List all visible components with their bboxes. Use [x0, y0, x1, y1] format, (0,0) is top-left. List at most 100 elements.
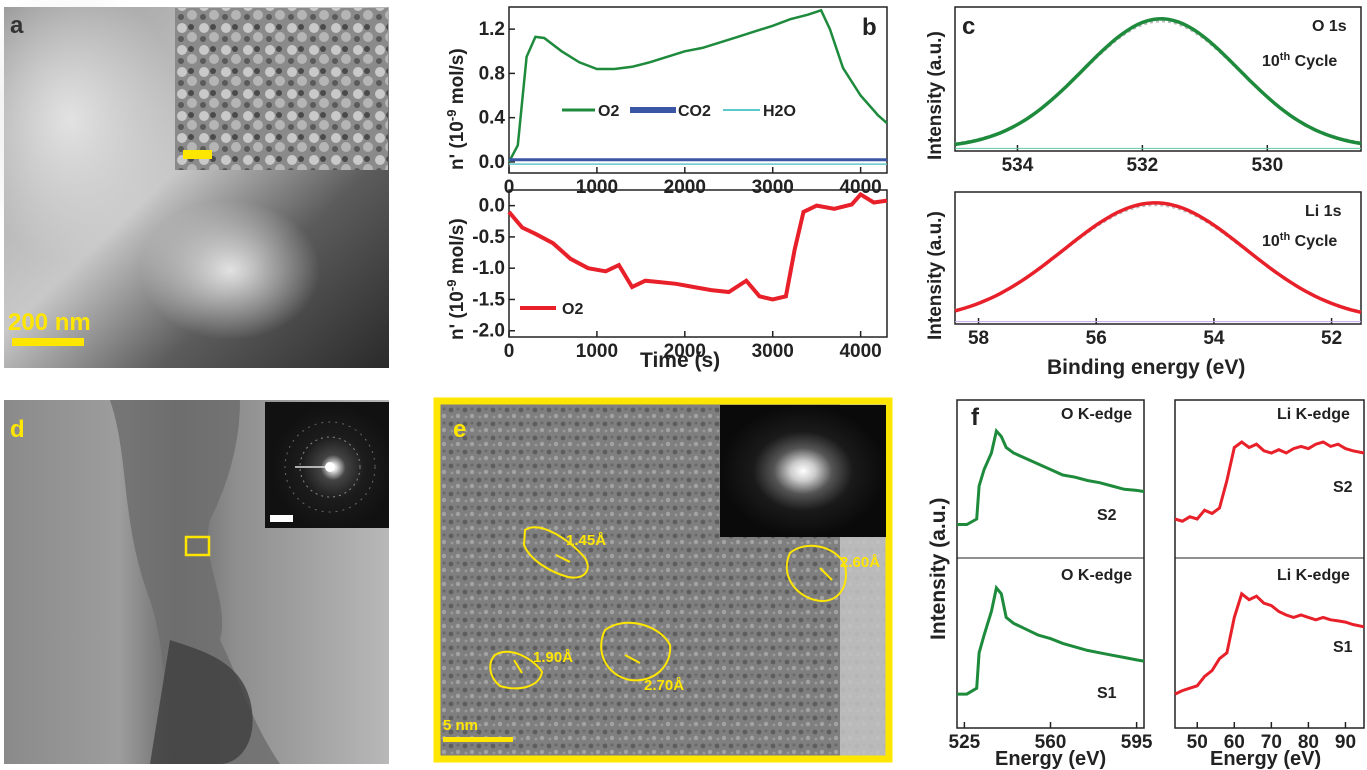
legend-label-o2-bottom: O2 — [562, 301, 583, 318]
legend-label-h2o: H2O — [763, 103, 796, 120]
b-top-ytick-label: 1.2 — [479, 19, 505, 40]
b-top-ytick-label: 0.4 — [479, 108, 506, 129]
panel-f: 525 560 595 50 60 70 80 90 f O K-edge O K-edge… — [927, 399, 1365, 770]
o-edge-label-bottom: O K-edge — [1061, 567, 1132, 584]
sem-inset — [175, 8, 388, 170]
li-edge-label-top: Li K-edge — [1277, 406, 1350, 423]
c-top-label: O 1s — [1312, 18, 1347, 35]
b-top-xtick-label: 1000 — [576, 177, 618, 198]
c-bottom-xtick-label: 52 — [1321, 328, 1342, 349]
plot-b-bottom: 0 1000 2000 3000 4000 0.0 -0.5 -1.0 -1.5 -2.0 — [472, 191, 888, 362]
legend-label-o2: O2 — [598, 103, 619, 120]
c-top-fit-line — [954, 17, 1362, 147]
ylabel-c-bottom: Intensity (a.u.) — [925, 211, 946, 340]
d-spacing-1: 1.45Å — [566, 532, 606, 549]
sem-bright-cluster — [140, 200, 320, 340]
ylabel-b-bottom: n' (10-9 mol/s) — [444, 218, 469, 340]
b-bottom-xtick-label: 3000 — [752, 341, 794, 362]
c-top-cycle: 10th Cycle — [1262, 51, 1337, 70]
ylabel-f: Intensity (a.u.) — [927, 498, 950, 640]
c-bottom-xtick-label: 56 — [1086, 328, 1107, 349]
f-O-xtick-label: 595 — [1121, 732, 1153, 753]
f-Li-xtick-label: 60 — [1224, 732, 1245, 753]
f-O-xtick-label: 525 — [949, 732, 981, 753]
o-edge-label-top: O K-edge — [1061, 406, 1132, 423]
xlabel-f-O: Energy (eV) — [995, 748, 1106, 770]
c-top-xtick-label: 532 — [1127, 155, 1159, 176]
lattice-domain-1: 1.45Å — [522, 526, 606, 579]
tem-particle-edge — [110, 400, 280, 764]
scale-bar-e — [443, 737, 513, 742]
panel-letter-d: d — [10, 416, 25, 443]
c-top-raw-data — [954, 20, 1362, 145]
b-bottom-ytick-label: -1.5 — [472, 289, 505, 310]
b-top-ytick-label: 0.0 — [479, 152, 505, 173]
panel-d: d — [4, 400, 389, 764]
c-top-xtick-label: 530 — [1251, 155, 1283, 176]
f-Li-s1-label: S1 — [1333, 639, 1353, 656]
plot-c-top: 534 532 530 — [954, 17, 1362, 176]
saed-scale-bar — [270, 515, 293, 522]
li-edge-label-bottom: Li K-edge — [1277, 567, 1350, 584]
f-Li-s1-line — [1174, 591, 1365, 696]
panel-letter-c: c — [962, 13, 975, 40]
plot-frame-f-Li — [1174, 399, 1365, 729]
plot-f-Li: 50 60 70 80 90 — [1174, 440, 1365, 753]
plot-frame-f-O — [956, 399, 1145, 729]
legend-b-bottom: O2 — [520, 301, 583, 318]
lattice-domain-3: 2.70Å — [600, 621, 684, 694]
plot-frame-b-bottom — [508, 189, 888, 338]
xlabel-b: Time (s) — [640, 349, 720, 372]
b-bottom-xtick-label: 1000 — [576, 341, 618, 362]
plot-b-top: 0 1000 2000 3000 4000 0.0 0.4 0.8 1.2 — [479, 8, 888, 198]
b-top-ytick-label: 0.8 — [479, 63, 505, 84]
plot-f-O: 525 560 595 — [949, 427, 1153, 753]
series-o2-consumption-line — [507, 191, 888, 302]
c-top-xtick-label: 534 — [1002, 155, 1034, 176]
inset-scale-bar — [183, 150, 212, 159]
b-bottom-ytick-label: -2.0 — [472, 321, 505, 342]
legend-b-top: O2 CO2 H2O — [562, 103, 796, 120]
saed-ring-1 — [299, 436, 361, 498]
b-bottom-ytick-label: -0.5 — [472, 227, 505, 248]
c-bottom-fit-line — [954, 201, 1362, 315]
f-O-s1-label: S1 — [1097, 685, 1117, 702]
panel-letter-e: e — [453, 416, 466, 443]
f-Li-xtick-label: 80 — [1298, 732, 1319, 753]
plot-frame-c-top — [954, 6, 1362, 152]
saed-center-spot — [325, 462, 335, 472]
ylabel-c-top: Intensity (a.u.) — [925, 31, 946, 160]
series-o2-line — [507, 8, 888, 163]
scale-bar-a — [12, 338, 84, 346]
f-O-s2-line — [957, 427, 1145, 526]
panel-letter-a: a — [10, 12, 24, 39]
b-top-xtick-label: 0 — [504, 177, 515, 198]
panel-letter-f: f — [971, 404, 980, 431]
legend-label-co2: CO2 — [678, 103, 711, 120]
d-spacing-2: 1.90Å — [533, 649, 573, 666]
d-spacing-3: 2.70Å — [644, 677, 684, 694]
xlabel-c: Binding energy (eV) — [1047, 356, 1245, 379]
b-bottom-xtick-label: 0 — [504, 341, 515, 362]
lattice-domain-2: 1.90Å — [489, 649, 573, 690]
f-Li-xtick-label: 70 — [1261, 732, 1282, 753]
f-Li-s2-label: S2 — [1333, 479, 1353, 496]
b-bottom-ytick-label: -1.0 — [472, 258, 505, 279]
c-bottom-xtick-label: 58 — [968, 328, 989, 349]
c-bottom-label: Li 1s — [1305, 203, 1342, 220]
f-O-s2-label: S2 — [1097, 507, 1117, 524]
c-bottom-xtick-label: 54 — [1203, 328, 1225, 349]
panel-a: a 200 nm — [0, 0, 389, 368]
b-top-xtick-label: 2000 — [664, 177, 706, 198]
scale-bar-label-a: 200 nm — [8, 309, 91, 336]
fft-inset — [720, 405, 886, 537]
b-top-xtick-label: 3000 — [752, 177, 794, 198]
plot-frame-c-bottom — [954, 191, 1362, 325]
plot-c-bottom: 58 56 54 52 — [954, 201, 1362, 349]
xlabel-f-Li: Energy (eV) — [1210, 748, 1321, 770]
c-bottom-cycle: 10th Cycle — [1262, 231, 1337, 250]
panel-c: 534 532 530 58 56 54 52 c O 1s 10th Cycle Li … — [925, 6, 1362, 379]
saed-ring-2 — [284, 421, 376, 513]
plot-frame-b-top — [508, 6, 888, 174]
